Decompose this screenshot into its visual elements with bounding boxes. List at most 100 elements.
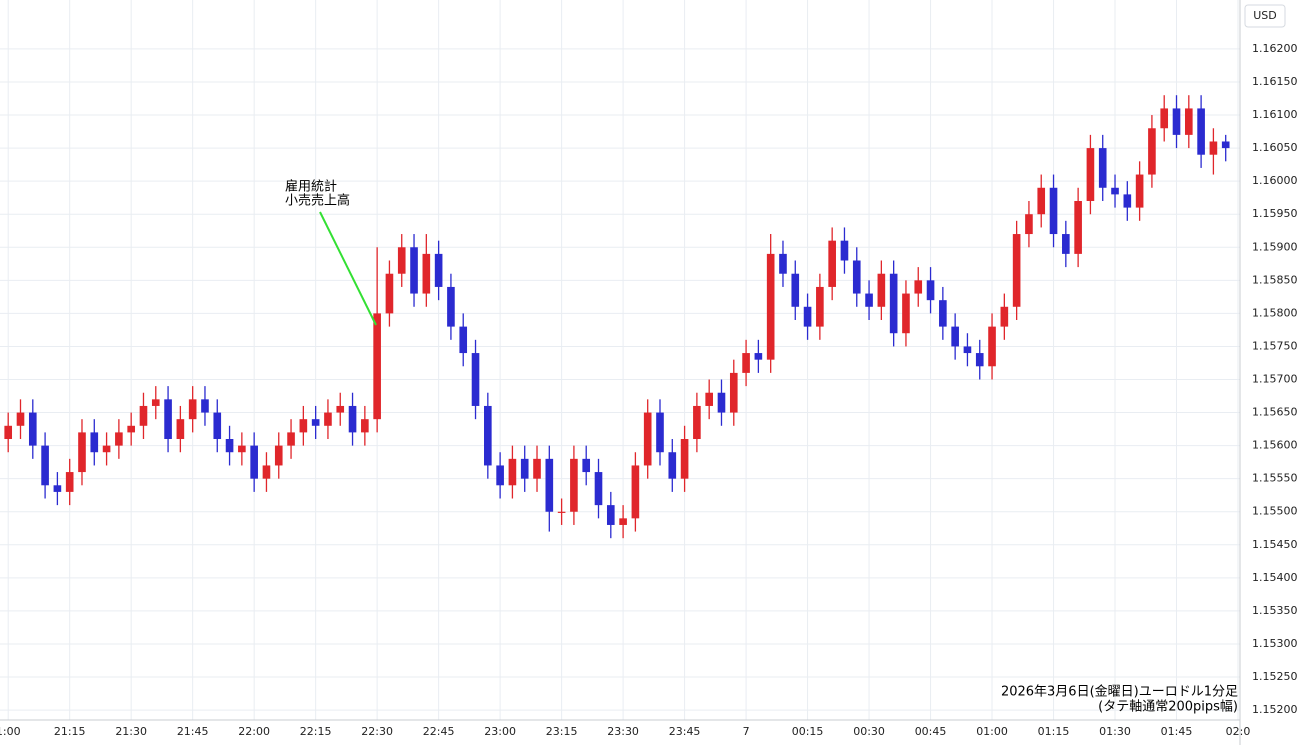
candle-body [1098, 148, 1107, 188]
candle-body [594, 472, 603, 506]
y-tick-label: 1.15850 [1252, 273, 1298, 286]
candle-body [656, 412, 664, 453]
x-tick-label: 22:30 [361, 725, 393, 738]
candle-body [717, 392, 726, 413]
grid [0, 0, 1240, 720]
candle-body [78, 432, 86, 473]
candle-body [791, 273, 800, 307]
candle-body [619, 518, 627, 525]
candle-body [287, 432, 295, 446]
annotation-text: 小売売上高 [285, 193, 350, 209]
candle-body [41, 445, 49, 486]
candle-body [816, 286, 824, 327]
footnote: 2026年3月6日(金曜日)ユーロドル1分足 [1001, 684, 1238, 700]
candle-body [557, 511, 566, 513]
candle-body [803, 306, 812, 327]
candle-body [643, 412, 652, 466]
candle-body [151, 399, 160, 406]
candle-body [385, 273, 394, 314]
x-tick-label: 01:30 [1099, 725, 1131, 738]
candle-body [606, 505, 615, 525]
candle-body [631, 465, 640, 519]
candle-body [680, 439, 689, 479]
candle-body [951, 326, 959, 347]
y-tick-label: 1.15550 [1252, 472, 1298, 485]
candle-body [373, 313, 381, 420]
currency-box[interactable] [1244, 4, 1286, 28]
candle-body [213, 412, 222, 440]
candle-body [926, 280, 935, 301]
candle-body [1160, 108, 1169, 129]
candle-body [1037, 187, 1046, 215]
x-tick-label: 1:00 [0, 725, 21, 738]
candle-body [16, 412, 25, 426]
y-tick-label: 1.15200 [1252, 703, 1298, 716]
candle-body [471, 353, 480, 406]
candle-body [545, 458, 554, 512]
candle-body [102, 445, 111, 453]
x-tick-label: 00:45 [915, 725, 947, 738]
x-tick-label: 22:00 [238, 725, 270, 738]
candle-body [484, 405, 492, 466]
candle-body [250, 445, 258, 479]
y-tick-label: 1.15250 [1252, 670, 1298, 683]
candle-body [939, 300, 947, 327]
candle-body [28, 412, 37, 446]
currency-label: USD [1253, 9, 1277, 22]
y-tick-label: 1.16200 [1252, 42, 1298, 55]
x-tick-label: 02:0 [1226, 725, 1251, 738]
candle-body [1086, 148, 1095, 201]
candle-body [975, 353, 984, 367]
candle-body [115, 432, 123, 446]
candle-body [1209, 141, 1218, 155]
x-tick-label: 21:30 [115, 725, 147, 738]
candle-body [4, 425, 13, 440]
candle-body [877, 273, 886, 307]
candle-body [1049, 187, 1058, 235]
x-tick-label: 01:15 [1038, 725, 1070, 738]
price-axis-panel [1240, 0, 1300, 745]
candle-body [361, 419, 369, 433]
candle-body [742, 353, 750, 373]
candle-body [348, 405, 357, 433]
x-tick-label: 01:00 [976, 725, 1008, 738]
candle-body [311, 419, 320, 426]
x-tick-label: 7 [743, 725, 750, 738]
x-tick-label: 23:00 [484, 725, 516, 738]
candle-body [164, 399, 172, 440]
candle-body [65, 472, 74, 492]
candle-body [1123, 194, 1132, 208]
y-tick-label: 1.16100 [1252, 108, 1298, 121]
x-tick-label: 23:15 [546, 725, 578, 738]
candles [4, 95, 1230, 539]
candle-body [336, 405, 345, 413]
candle-body [262, 465, 271, 479]
candle-body [840, 240, 849, 261]
candle-body [139, 405, 148, 426]
candle-body [508, 458, 517, 486]
y-tick-label: 1.15700 [1252, 373, 1298, 386]
y-tick-label: 1.15500 [1252, 505, 1298, 518]
candle-body [53, 485, 62, 492]
candle-body [865, 293, 873, 307]
candle-body [459, 326, 468, 354]
candle-body [1172, 108, 1181, 135]
candle-body [176, 419, 185, 440]
annotation-line [319, 211, 377, 326]
y-tick-label: 1.15750 [1252, 339, 1298, 352]
y-tick-label: 1.15950 [1252, 207, 1298, 220]
candle-body [520, 458, 529, 479]
y-tick-label: 1.15450 [1252, 538, 1298, 551]
y-tick-label: 1.15300 [1252, 637, 1298, 650]
candle-body [766, 253, 775, 360]
candle-body [447, 286, 455, 327]
candle-body [1012, 234, 1021, 307]
candle-body [582, 458, 591, 473]
candle-body [1184, 108, 1193, 135]
axes: 1.15200 1.15250 1.15300 1.15350 1.15400 1.154… [0, 42, 1298, 738]
y-tick-label: 1.15650 [1252, 406, 1298, 419]
x-tick-label: 22:15 [300, 725, 332, 738]
